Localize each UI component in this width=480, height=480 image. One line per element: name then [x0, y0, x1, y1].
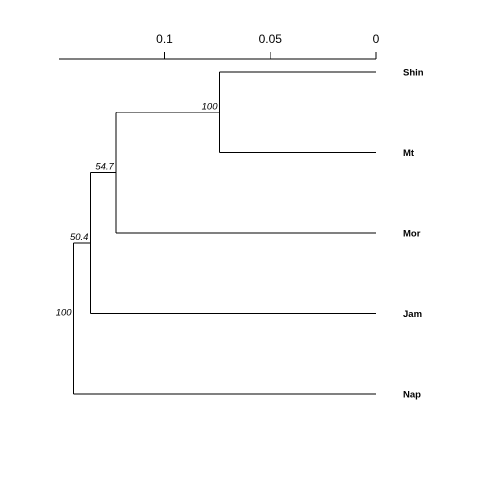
- support-value: 100: [202, 101, 219, 112]
- leaf-label: Shin: [403, 68, 424, 79]
- support-value: 54.7: [95, 162, 114, 173]
- tree-branches: [73, 71, 376, 395]
- leaf-labels: Shin Mt Mor Jam Nap: [403, 68, 424, 401]
- axis-tick-label: 0.05: [259, 32, 283, 46]
- leaf-label: Mt: [403, 148, 415, 159]
- support-value: 100: [56, 308, 73, 319]
- support-values: 100 54.7 50.4 100: [56, 101, 219, 318]
- distance-axis: 0.1 0.05 0: [59, 32, 380, 60]
- axis-tick-label: 0.1: [156, 32, 173, 46]
- support-value: 50.4: [70, 232, 89, 243]
- leaf-label: Jam: [403, 309, 422, 320]
- leaf-label: Mor: [403, 229, 421, 240]
- axis-tick-label: 0: [373, 32, 380, 46]
- leaf-label: Nap: [403, 390, 421, 401]
